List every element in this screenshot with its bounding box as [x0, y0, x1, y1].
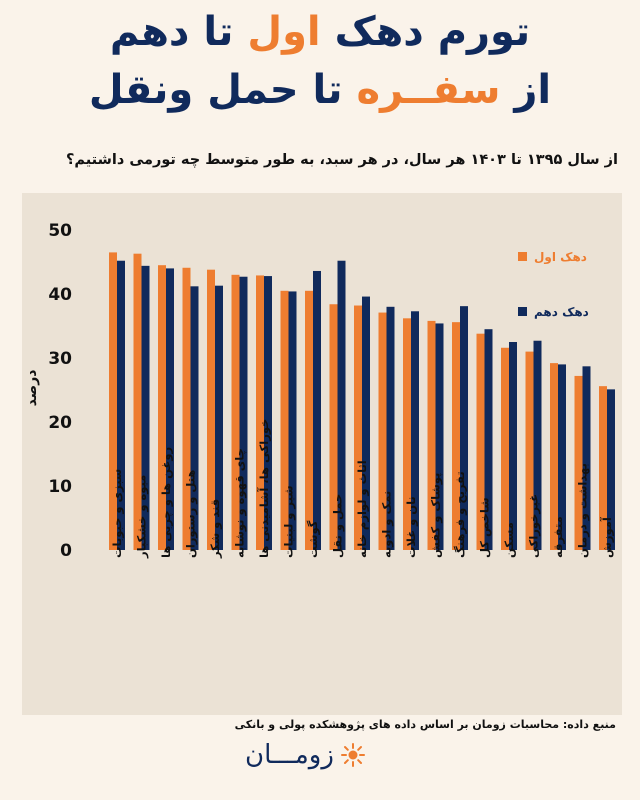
- bar-chart: 0 10 20 30 40 50 درصد سبزی و حبوبات میوه و خشکبا…: [24, 221, 615, 561]
- bar-decile-10: [386, 306, 395, 550]
- bar-decile-1: [476, 333, 485, 550]
- title-part: حمل ونقل: [88, 67, 299, 113]
- category-label: حمل و نقل: [331, 494, 346, 558]
- bar-decile-1: [574, 375, 583, 550]
- bar-decile-10: [288, 291, 297, 550]
- bar-decile-1: [452, 322, 460, 550]
- category-label: روغن ها و چربی ها: [159, 447, 174, 558]
- y-tick-label: 30: [48, 349, 72, 369]
- y-tick-label: 40: [48, 285, 72, 305]
- bar-decile-10: [509, 342, 517, 550]
- bar-decile-10: [264, 276, 272, 550]
- category-label: چای قهوه و نوشابه: [233, 448, 248, 558]
- bar-decile-10: [117, 260, 125, 550]
- category-label: خوراکی ها، آشامیدنی ها: [257, 419, 272, 558]
- category-label: هتل و رستوران: [184, 470, 199, 558]
- bar-decile-1: [427, 320, 436, 550]
- category-label: شیر و لبنیات: [282, 485, 297, 558]
- title-highlight: اول: [247, 9, 321, 55]
- category-label: متفرقه: [551, 516, 565, 558]
- category-label: میوه و خشکبار: [135, 475, 150, 559]
- bar-decile-1: [329, 304, 338, 550]
- brand-logo: زومـــان: [245, 740, 366, 770]
- bar-decile-1: [354, 305, 362, 550]
- bar-decile-10: [411, 311, 419, 550]
- bar-decile-1: [525, 351, 534, 550]
- bar-decile-1: [280, 290, 289, 550]
- bar-decile-1: [501, 347, 509, 550]
- bar-decile-10: [313, 270, 321, 550]
- category-label: شاخص کل: [478, 497, 492, 558]
- title-part: تا: [298, 67, 357, 113]
- y-axis-label: درصد: [24, 370, 40, 407]
- bar-decile-10: [166, 268, 174, 550]
- bar-decile-1: [256, 275, 264, 550]
- bar-decile-10: [362, 296, 370, 550]
- bar-decile-1: [133, 253, 142, 550]
- category-label: اثاث و لوازم خانه: [355, 460, 370, 558]
- legend-label: دهک اول: [534, 250, 587, 265]
- y-tick-label: 50: [48, 221, 72, 241]
- category-label: سبزی و حبوبات: [110, 469, 125, 558]
- category-label: مسکن: [502, 522, 516, 558]
- category-label: بهداشت و درمان: [576, 463, 591, 558]
- bar-decile-1: [182, 267, 191, 550]
- bar-decile-10: [460, 306, 468, 550]
- bar-decile-1: [378, 312, 387, 550]
- title-highlight: سفــره: [356, 67, 501, 113]
- chart-subtitle: از سال ۱۳۹۵ تا ۱۴۰۳ هر سال، در هر سبد، ب…: [65, 152, 618, 168]
- bar-decile-1: [550, 363, 558, 550]
- bar-decile-1: [158, 265, 166, 550]
- legend-swatch: [518, 252, 527, 261]
- category-label: تفریح و فرهنگ: [453, 471, 468, 558]
- category-label: نان و غلات: [404, 496, 419, 558]
- data-source: منبع داده: محاسبات زومان بر اساس داده ها…: [234, 718, 616, 731]
- title-part: تا: [189, 9, 248, 55]
- sun-logo-icon: [340, 743, 365, 767]
- title-part: تورم دهک: [320, 9, 531, 55]
- bar-decile-1: [231, 274, 240, 550]
- bar-decile-1: [599, 386, 607, 550]
- legend-label: دهک دهم: [534, 305, 589, 319]
- y-tick-label: 10: [48, 477, 72, 497]
- category-label: نمک و ادویه: [380, 491, 395, 558]
- bar-decile-10: [239, 276, 248, 550]
- title-line-1: تورم دهک اول تا دهم: [0, 8, 640, 56]
- bar-decile-10: [190, 286, 199, 550]
- title-part: از: [500, 67, 552, 113]
- bar-decile-1: [305, 290, 313, 550]
- bar-decile-10: [558, 364, 566, 550]
- category-label: قند و شکر: [208, 499, 223, 559]
- bar-decile-10: [607, 389, 615, 550]
- bar-decile-1: [403, 318, 411, 550]
- y-tick-label: 20: [48, 413, 72, 433]
- y-tick-label: 0: [60, 541, 72, 561]
- category-label: گوشت: [306, 520, 321, 558]
- bar-decile-1: [109, 252, 117, 550]
- category-label: غیرخوراکی: [527, 494, 542, 558]
- category-label: پوشاک و کفش: [429, 473, 444, 558]
- brand-name: زومـــان: [245, 740, 334, 770]
- bar-decile-1: [207, 269, 215, 550]
- category-label: آموزش: [600, 516, 615, 558]
- title-line-2: از سفــره تا حمل ونقل: [0, 66, 640, 114]
- bar-decile-10: [215, 285, 223, 550]
- chart-panel: 0 10 20 30 40 50 درصد سبزی و حبوبات میوه و خشکبا…: [22, 193, 622, 715]
- bar-decile-10: [141, 265, 150, 550]
- bar-decile-10: [484, 329, 493, 550]
- bar-decile-10: [435, 323, 444, 550]
- title-part: دهم: [109, 9, 190, 55]
- bar-decile-10: [533, 340, 542, 550]
- bar-decile-10: [337, 260, 346, 550]
- bar-decile-10: [582, 366, 591, 550]
- legend-swatch: [518, 307, 527, 316]
